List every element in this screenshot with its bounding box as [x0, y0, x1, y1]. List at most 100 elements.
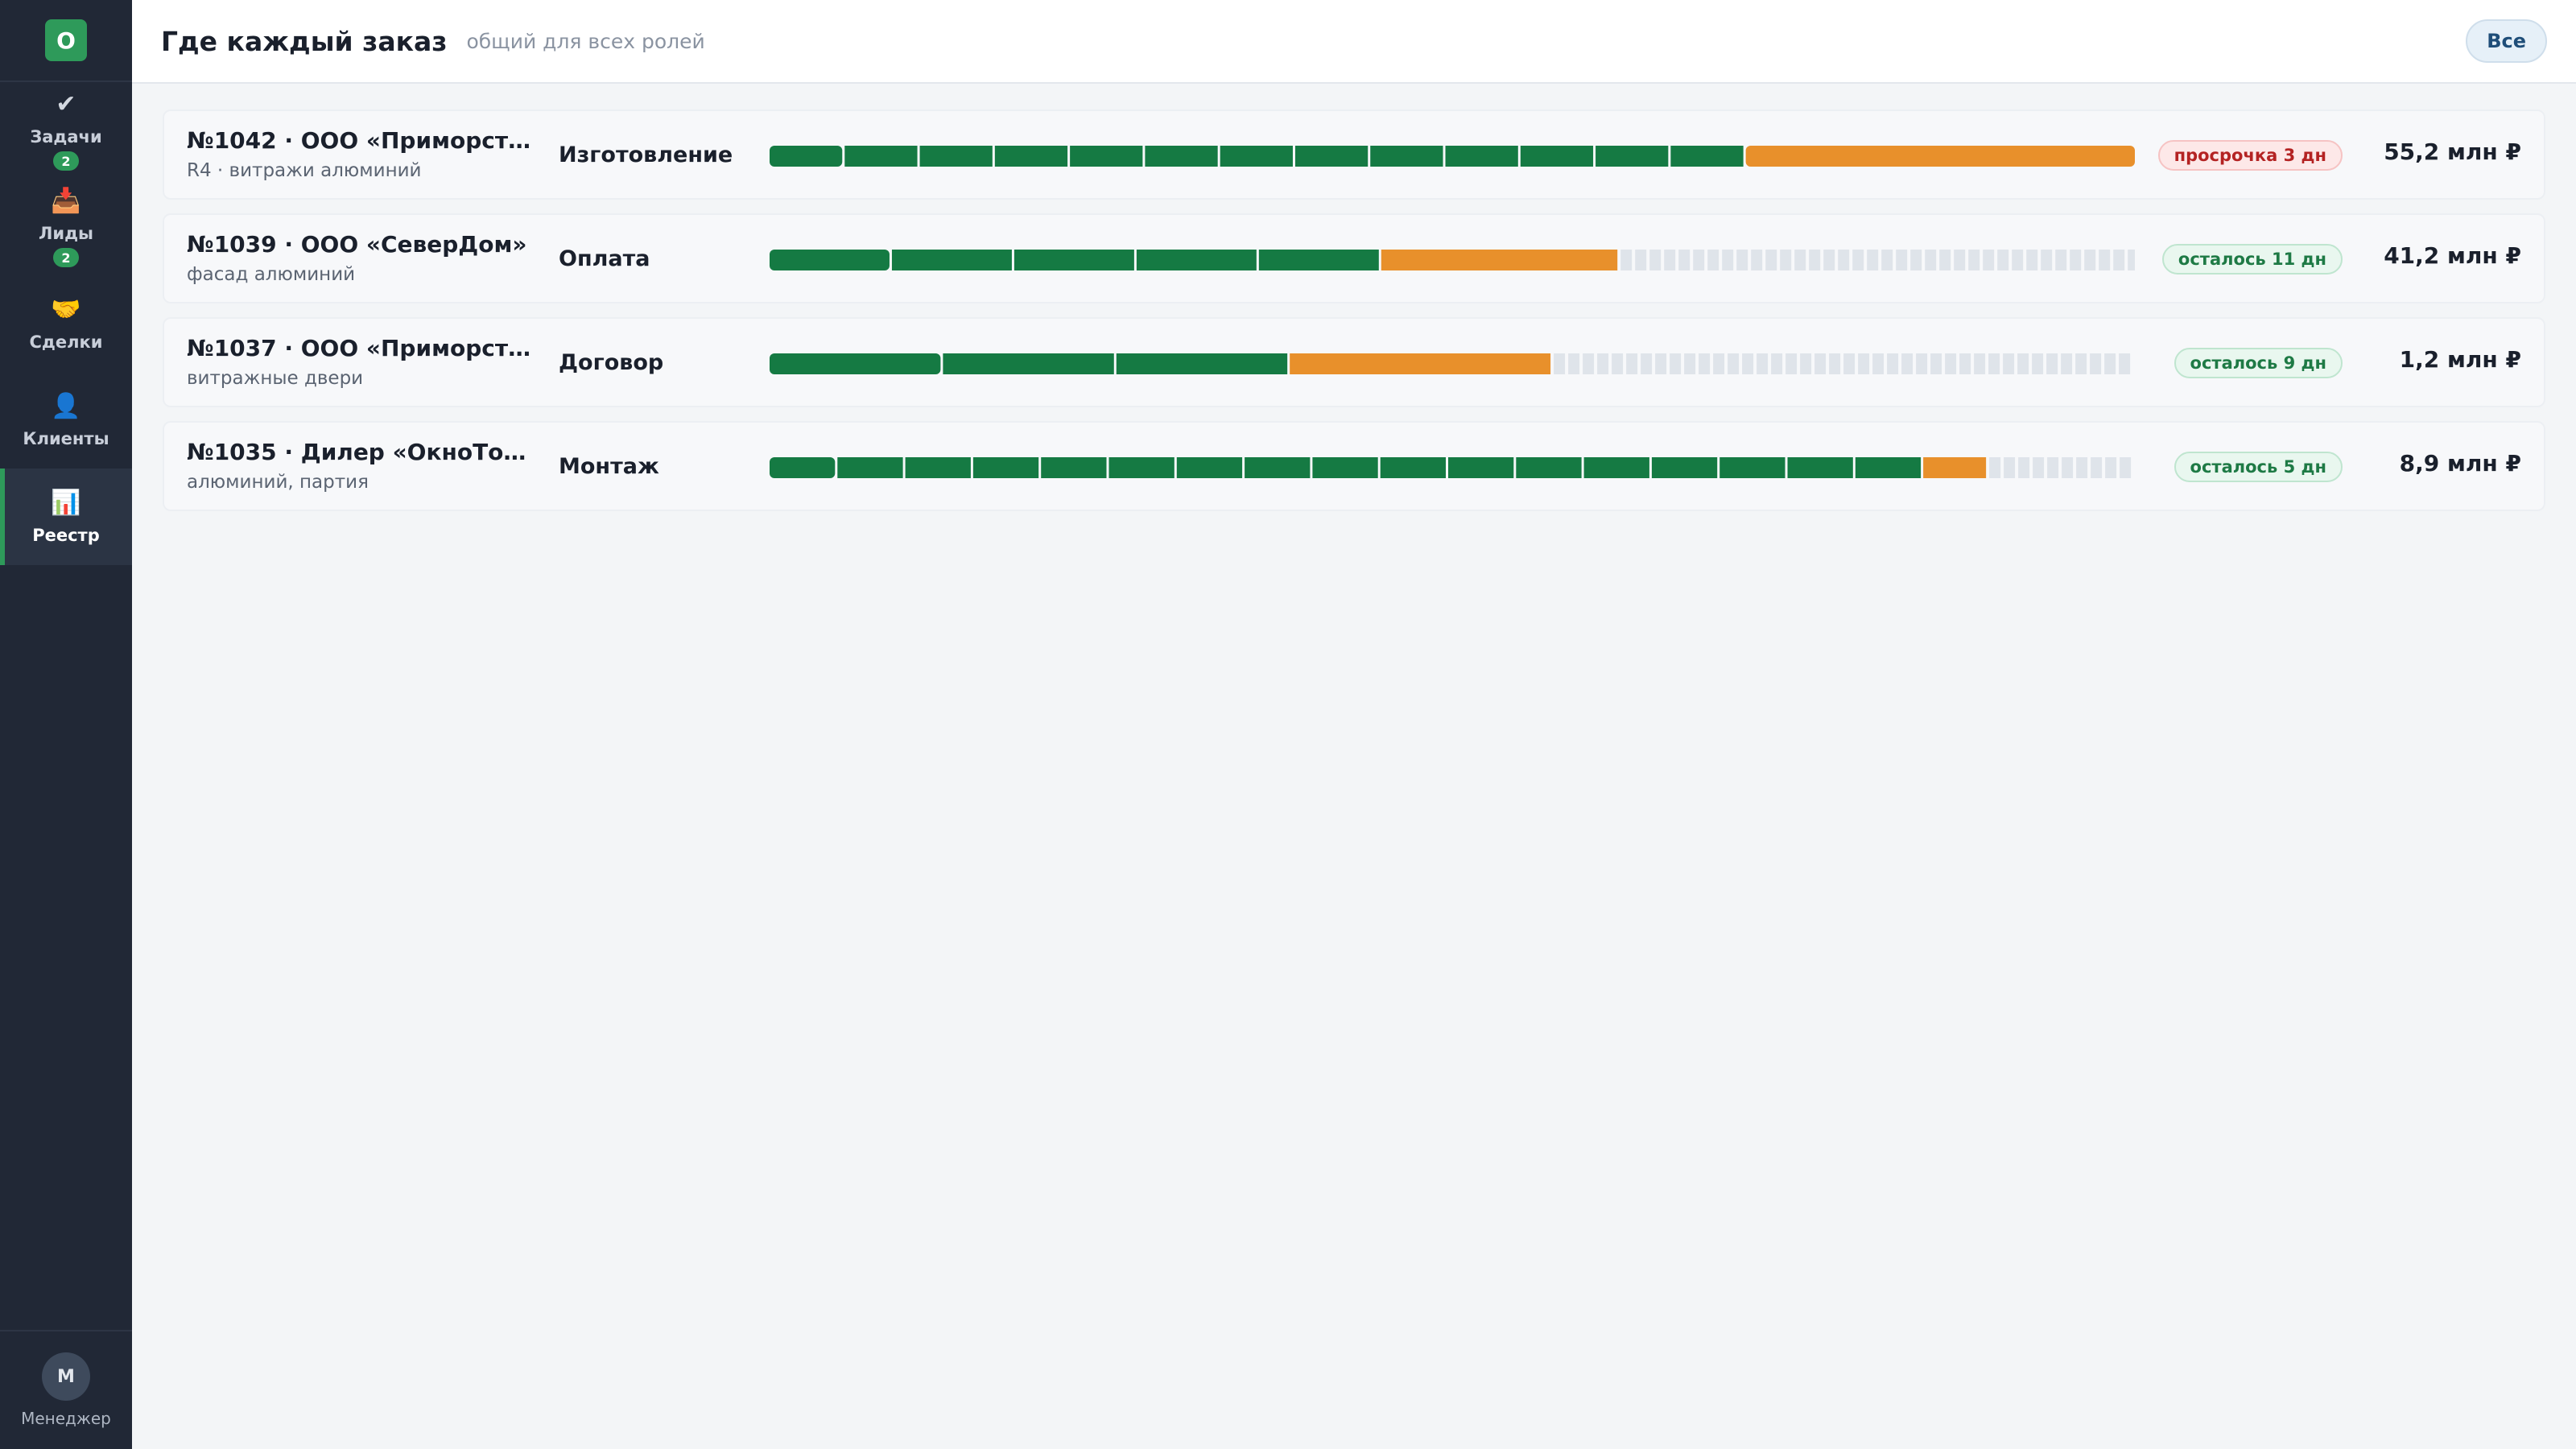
done-segment	[770, 250, 890, 270]
done-segment	[1448, 457, 1514, 478]
pending-tick	[2017, 353, 2029, 374]
pending-tick	[2099, 250, 2111, 270]
order-row[interactable]: №1042 · ООО «Приморстрой» R4 · витражи ал…	[163, 109, 2545, 200]
done-segment	[1312, 457, 1378, 478]
pending-tick	[2113, 250, 2125, 270]
inbox-icon: 📥	[51, 187, 81, 215]
order-title[interactable]: №1037 · ООО «Приморстрой»	[187, 335, 541, 361]
sidebar-item-label: Сделки	[29, 332, 103, 352]
order-list: №1042 · ООО «Приморстрой» R4 · витражи ал…	[132, 84, 2576, 525]
pending-tick	[1641, 353, 1653, 374]
order-title[interactable]: №1039 · ООО «СеверДом»	[187, 231, 527, 258]
pending-tick	[1843, 353, 1856, 374]
order-row[interactable]: №1037 · ООО «Приморстрой» витражные двери…	[163, 317, 2545, 407]
order-row[interactable]: №1039 · ООО «СеверДом» фасад алюминий Опла…	[163, 213, 2545, 303]
stage-progress-bar	[770, 250, 2135, 270]
order-title[interactable]: №1042 · ООО «Приморстрой»	[187, 127, 541, 154]
pending-tick	[2119, 353, 2131, 374]
pending-tick	[2033, 457, 2045, 478]
handshake-icon: 🤝	[51, 295, 81, 324]
done-segment	[919, 146, 993, 167]
pending-tick	[2041, 250, 2053, 270]
order-amount: 1,2 млн ₽	[2399, 346, 2521, 373]
done-segment	[1258, 250, 1379, 270]
pending-tick	[1968, 250, 1980, 270]
pending-tick	[1838, 250, 1850, 270]
deadline-badge: осталось 9 дн	[2174, 348, 2343, 378]
filter-all-button[interactable]: Все	[2466, 19, 2547, 63]
done-segment	[905, 457, 971, 478]
pending-tick	[1910, 250, 1922, 270]
done-segment	[1176, 457, 1243, 478]
app-logo[interactable]: O	[45, 19, 87, 61]
pending-tick	[2047, 457, 2059, 478]
pending-tick	[1655, 353, 1667, 374]
pending-tick	[2076, 457, 2088, 478]
current-stage-segment	[1381, 250, 1618, 270]
pending-tick	[1742, 353, 1754, 374]
pending-tick	[1814, 353, 1827, 374]
pending-tick	[1649, 250, 1662, 270]
pending-tick	[1678, 250, 1690, 270]
page-header: Где каждый заказ общий для всех ролей Вс…	[132, 0, 2576, 84]
pending-tick	[2090, 353, 2102, 374]
done-segment	[1041, 457, 1107, 478]
done-segment	[1116, 353, 1288, 374]
pending-tick	[1945, 353, 1957, 374]
pending-tick	[1699, 353, 1711, 374]
sidebar-item-0[interactable]: ✔ Задачи 2	[0, 82, 132, 179]
order-subtitle: фасад алюминий	[187, 264, 356, 285]
done-segment	[1670, 146, 1744, 167]
order-title[interactable]: №1035 · Дилер «ОкноТорг»	[187, 439, 541, 465]
pending-tick	[1635, 250, 1647, 270]
done-segment	[1445, 146, 1518, 167]
sidebar-item-4[interactable]: 📊 Реестр	[0, 469, 132, 565]
sidebar-item-label: Лиды	[38, 224, 94, 243]
avatar[interactable]: М	[42, 1352, 90, 1401]
done-segment	[837, 457, 903, 478]
pending-tick	[1554, 353, 1566, 374]
pending-tick	[1800, 353, 1812, 374]
sidebar-item-1[interactable]: 📥 Лиды 2	[0, 179, 132, 275]
pending-tick	[2061, 353, 2073, 374]
done-segment	[972, 457, 1039, 478]
page-title: Где каждый заказ	[161, 25, 448, 57]
pending-tick	[1751, 250, 1763, 270]
pending-tick	[1954, 250, 1966, 270]
chart-icon: 📊	[51, 489, 81, 517]
user-profile[interactable]: М Менеджер	[0, 1330, 132, 1449]
order-subtitle: витражные двери	[187, 368, 364, 389]
order-row[interactable]: №1035 · Дилер «ОкноТорг» алюминий, партия…	[163, 421, 2545, 511]
pending-tick	[2018, 457, 2030, 478]
pending-tick	[1858, 353, 1870, 374]
pending-tick	[2055, 250, 2067, 270]
done-segment	[1855, 457, 1922, 478]
pending-tick	[2075, 353, 2087, 374]
sidebar-item-label: Задачи	[30, 127, 102, 147]
done-segment	[1294, 146, 1368, 167]
sidebar-item-label: Реестр	[32, 526, 100, 545]
pending-tick	[1707, 250, 1719, 270]
done-segment	[1596, 146, 1669, 167]
order-subtitle: R4 · витражи алюминий	[187, 160, 422, 181]
user-icon: 👤	[51, 392, 81, 420]
sidebar: O ✔ Задачи 2 📥 Лиды 2 🤝 Сделки 👤 Клиенты 📊 Реестр М…	[0, 0, 132, 1449]
pending-tick	[1664, 250, 1676, 270]
pending-tick	[1785, 353, 1798, 374]
pending-tick	[1901, 353, 1913, 374]
pending-tick	[2104, 353, 2116, 374]
pending-tick	[2105, 457, 2117, 478]
pending-tick	[1872, 353, 1885, 374]
pending-tick	[1916, 353, 1928, 374]
pending-tick	[1626, 353, 1638, 374]
sidebar-item-3[interactable]: 👤 Клиенты	[0, 372, 132, 469]
done-segment	[1070, 146, 1143, 167]
pending-tick	[2012, 250, 2024, 270]
count-badge: 2	[53, 248, 79, 267]
sidebar-item-2[interactable]: 🤝 Сделки	[0, 275, 132, 372]
done-segment	[1245, 457, 1311, 478]
done-segment	[943, 353, 1114, 374]
pending-tick	[1867, 250, 1879, 270]
pending-tick	[1989, 457, 2001, 478]
page-subtitle: общий для всех ролей	[466, 29, 705, 53]
